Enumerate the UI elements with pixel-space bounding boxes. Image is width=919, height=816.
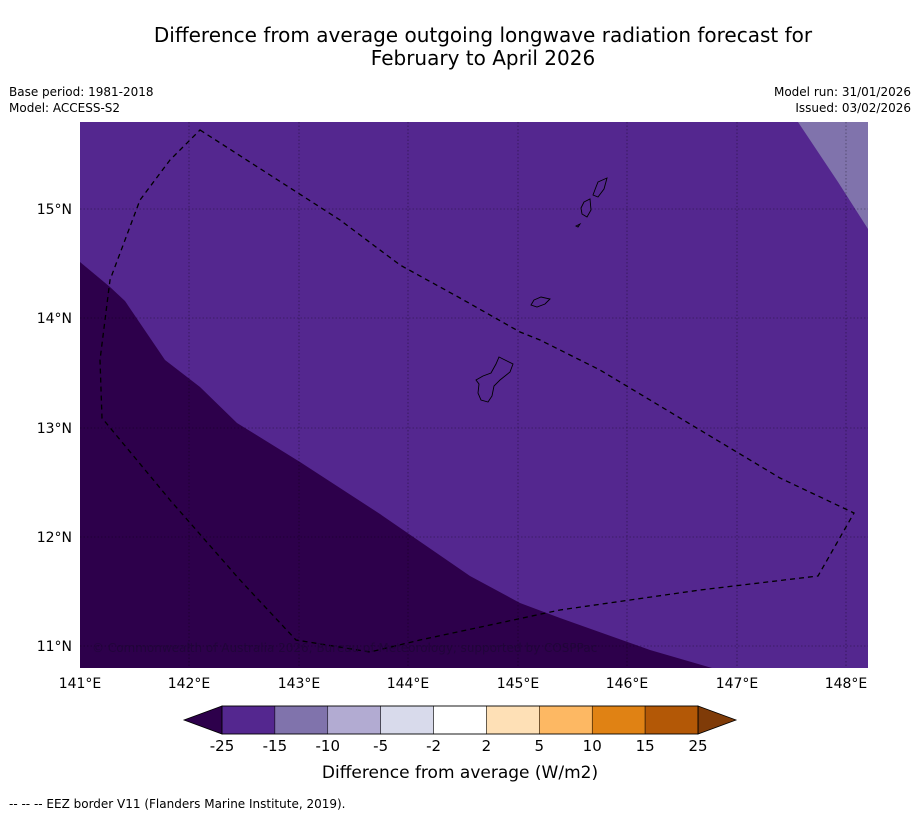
anomaly-region-below-minus25 [80,262,712,668]
copyright-watermark: © Commonwealth of Australia 2026, Bureau… [92,641,597,655]
colorbar-tick-label: 5 [535,737,545,755]
colorbar-swatch [327,705,381,735]
lon-label-148e: 148°E [825,676,868,692]
colorbar-swatch [644,705,699,735]
lat-label-15n: 15°N [37,202,72,218]
graticule [80,122,868,668]
island-guam [475,356,514,403]
lat-label-11n: 11°N [37,639,72,655]
lon-label-146e: 146°E [606,676,649,692]
anomaly-region-minus15-to-minus10 [798,122,868,229]
colorbar-tick-label: -5 [373,737,388,755]
colorbar-swatch [486,705,540,735]
eez-legend-note: -- -- -- EEZ border V11 (Flanders Marine… [9,797,346,811]
map-area: © Commonwealth of Australia 2026, Bureau… [80,122,868,668]
islands [475,177,608,403]
colorbar-swatch [221,705,276,735]
colorbar-tick-label: 2 [482,737,492,755]
colorbar-tick-label: -10 [316,737,341,755]
colorbar-tick-label: -2 [426,737,441,755]
colorbar: -25 -15 -10 -5 -2 2 5 10 15 25 Difference from av… [182,705,738,783]
lat-label-12n: 12°N [37,530,72,546]
lon-label-141e: 141°E [59,676,102,692]
colorbar-swatch [591,705,646,735]
lon-label-147e: 147°E [716,676,759,692]
colorbar-swatch [274,705,329,735]
model-label: Model: ACCESS-S2 [9,101,121,115]
colorbar-swatch [380,705,434,735]
lon-label-144e: 144°E [387,676,430,692]
colorbar-title: Difference from average (W/m2) [322,763,598,783]
colorbar-extend-low [182,705,223,735]
model-run-label: Model run: 31/01/2026 [773,85,911,99]
chart-title-line-2: February to April 2026 [370,46,596,70]
island-saipan [592,177,608,198]
colorbar-tick-label: 25 [688,737,707,755]
island-aguijan [574,222,582,228]
colorbar-tick-label: 15 [636,737,655,755]
colorbar-extend-high [697,705,738,735]
colorbar-tick-label: -25 [210,737,235,755]
colorbar-tick-label: 10 [583,737,602,755]
lat-label-14n: 14°N [37,311,72,327]
issued-label: Issued: 03/02/2026 [795,101,911,115]
lon-label-145e: 145°E [497,676,540,692]
lon-label-143e: 143°E [278,676,321,692]
colorbar-swatches [221,705,699,735]
lat-label-13n: 13°N [37,421,72,437]
latitude-labels: 15°N 14°N 13°N 12°N 11°N [37,202,72,655]
base-period-label: Base period: 1981-2018 [9,85,154,99]
island-rota [530,296,551,308]
colorbar-tick-label: -15 [263,737,288,755]
colorbar-outline [221,705,699,735]
chart-title-line-1: Difference from average outgoing longwav… [153,23,813,47]
island-tinian [580,198,592,218]
longitude-labels: 141°E 142°E 143°E 144°E 145°E 146°E 147°… [59,676,868,692]
lon-label-142e: 142°E [168,676,211,692]
eez-border [99,129,855,653]
colorbar-tick-labels: -25 -15 -10 -5 -2 2 5 10 15 25 [210,737,708,755]
colorbar-swatch [539,705,593,735]
colorbar-swatch [433,705,487,735]
